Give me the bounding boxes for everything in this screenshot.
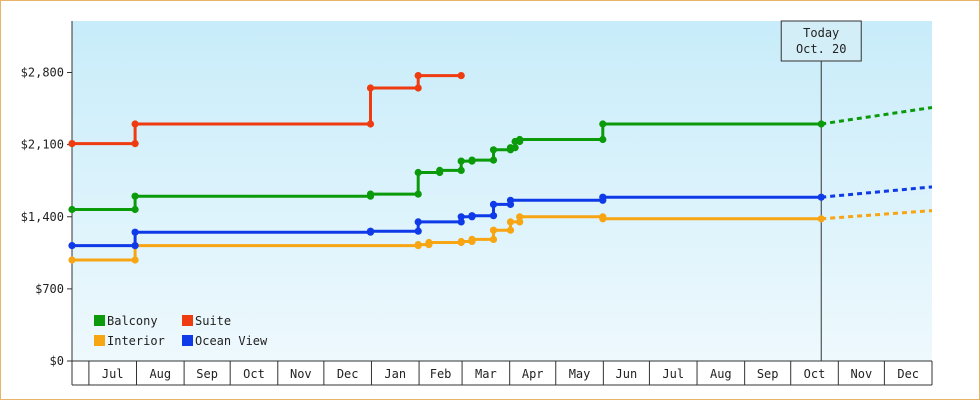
legend-swatch-ocean-view [182, 335, 193, 346]
data-point-ocean-view [468, 212, 476, 220]
data-point-interior [516, 213, 524, 221]
data-point-balcony [366, 190, 375, 198]
plot-area [72, 21, 932, 361]
data-point-balcony [131, 205, 139, 214]
x-tick-label: Oct [243, 367, 265, 381]
today-date: Oct. 20 [796, 42, 847, 56]
data-point-interior [68, 256, 76, 264]
data-point-interior [489, 235, 498, 243]
y-tick-label: $700 [35, 282, 64, 296]
legend-label-suite: Suite [195, 314, 231, 328]
x-tick-label: Nov [851, 367, 873, 381]
x-tick-label: Aug [149, 367, 171, 381]
projection-line-interior [821, 209, 933, 221]
data-point-suite [131, 140, 139, 148]
today-point-interior [817, 215, 825, 223]
data-point-ocean-view [489, 200, 498, 208]
data-point-balcony [489, 146, 498, 154]
data-point-balcony [516, 135, 524, 144]
legend-label-ocean-view: Ocean View [195, 334, 268, 348]
data-point-balcony [599, 120, 607, 128]
data-point-interior [506, 226, 515, 234]
y-tick-label: $2,100 [21, 138, 64, 152]
x-tick-label: Nov [290, 367, 312, 381]
data-point-ocean-view [414, 218, 422, 226]
legend-label-interior: Interior [107, 334, 165, 348]
x-tick-label: Sep [757, 367, 779, 381]
y-tick-label: $0 [50, 354, 64, 368]
data-point-interior [506, 218, 515, 226]
data-point-suite [457, 72, 465, 80]
x-tick-label: Feb [430, 367, 452, 381]
data-point-interior [489, 226, 498, 234]
data-point-suite [131, 120, 139, 128]
data-point-balcony [414, 190, 422, 198]
today-point-ocean-view [817, 193, 825, 201]
data-point-interior [425, 238, 433, 247]
x-tick-label: Aug [710, 367, 732, 381]
data-point-interior [599, 215, 607, 223]
series-line-ocean-view [72, 195, 822, 248]
data-point-balcony [468, 156, 476, 164]
data-point-interior [516, 218, 524, 226]
data-point-interior [468, 235, 476, 243]
data-point-ocean-view [414, 227, 422, 235]
data-point-suite [68, 140, 76, 148]
data-point-balcony [131, 192, 139, 200]
data-point-balcony [68, 205, 76, 214]
data-point-suite [414, 84, 422, 92]
x-tick-label: Dec [897, 367, 919, 381]
today-point-balcony [817, 120, 825, 128]
legend-swatch-balcony [94, 315, 105, 326]
data-point-suite [414, 72, 422, 80]
legend-swatch-suite [182, 315, 193, 326]
today-box [780, 20, 862, 62]
data-point-ocean-view [457, 213, 465, 221]
projection-line-ocean-view [821, 185, 933, 199]
legend-label-balcony: Balcony [107, 314, 158, 328]
projection-line-balcony [820, 106, 933, 126]
data-point-balcony [457, 166, 465, 174]
data-point-interior [131, 256, 139, 264]
data-point-ocean-view [131, 242, 139, 250]
data-point-ocean-view [366, 227, 375, 235]
data-point-balcony [511, 144, 519, 152]
x-tick-label: Jun [616, 367, 638, 381]
data-point-ocean-view [68, 242, 76, 250]
data-point-suite [366, 84, 375, 92]
x-tick-label: Sep [196, 367, 218, 381]
x-tick-label: May [569, 367, 591, 381]
today-label: Today [803, 26, 839, 40]
x-tick-label: Jul [102, 367, 124, 381]
data-point-ocean-view [457, 218, 465, 226]
data-point-ocean-view [131, 228, 139, 236]
data-point-interior [457, 237, 465, 246]
x-tick-label: Jan [384, 367, 406, 381]
data-point-ocean-view [489, 212, 498, 220]
x-tick-label: Oct [804, 367, 826, 381]
data-point-suite [366, 120, 375, 128]
x-tick-label: Dec [337, 367, 359, 381]
data-point-balcony [489, 156, 498, 164]
data-point-ocean-view [599, 193, 607, 201]
x-tick-label: Apr [522, 367, 544, 381]
y-tick-label: $2,800 [21, 66, 64, 80]
data-point-balcony [599, 135, 607, 144]
x-tick-label: Mar [475, 367, 497, 381]
x-tick-label: Jul [662, 367, 684, 381]
data-point-balcony [414, 168, 422, 177]
data-point-balcony [457, 157, 465, 165]
y-tick-label: $1,400 [21, 210, 64, 224]
data-point-balcony [436, 166, 444, 174]
legend-swatch-interior [94, 335, 105, 346]
data-point-ocean-view [506, 196, 515, 204]
data-point-interior [414, 241, 422, 249]
